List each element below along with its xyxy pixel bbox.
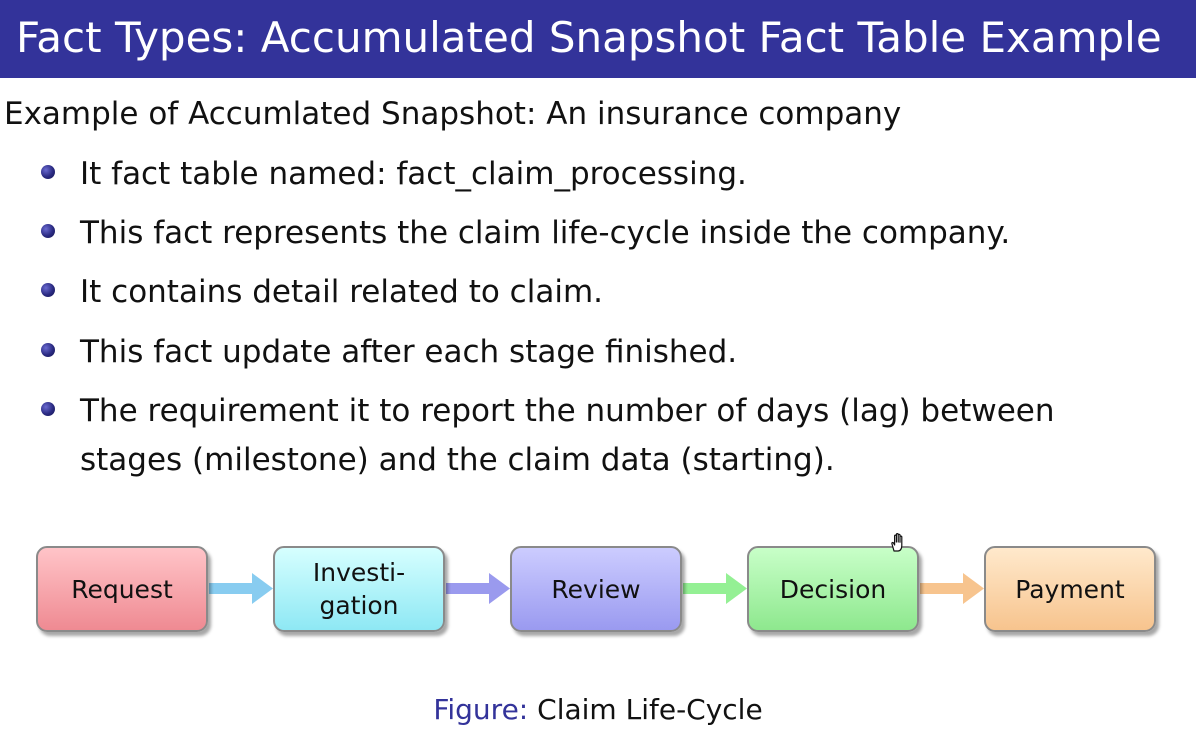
bullet-dot-icon xyxy=(41,165,55,179)
title-bar: Fact Types: Accumulated Snapshot Fact Ta… xyxy=(0,0,1196,78)
bullet-text: It fact table named: fact_claim_processi… xyxy=(80,156,747,192)
arrow-review-to-decision xyxy=(683,573,747,604)
bullet-dot-icon xyxy=(41,343,55,357)
stage-request: Request xyxy=(36,546,208,632)
figure-caption: Figure: Claim Life-Cycle xyxy=(0,690,1196,730)
stage-decision: Decision xyxy=(747,546,919,632)
bullet-item: It fact table named: fact_claim_processi… xyxy=(41,150,747,199)
bullet-item: The requirement it to report the number … xyxy=(41,387,1055,436)
bullet-text: This fact represents the claim life-cycl… xyxy=(80,215,1011,251)
stage-review: Review xyxy=(510,546,682,632)
stage-payment: Payment xyxy=(984,546,1156,632)
intro-text: Example of Accumlated Snapshot: An insur… xyxy=(4,96,902,132)
bullet-item: This fact update after each stage finish… xyxy=(41,328,738,377)
stage-investigation: Investi- gation xyxy=(273,546,445,632)
bullet-text: The requirement it to report the number … xyxy=(80,393,1055,429)
hand-cursor-icon xyxy=(891,533,903,552)
caption-label: Figure: xyxy=(433,693,529,726)
caption-text: Claim Life-Cycle xyxy=(537,693,763,726)
bullet-item-continuation: stages (milestone) and the claim data (s… xyxy=(80,436,835,485)
bullet-text: stages (milestone) and the claim data (s… xyxy=(80,442,835,478)
bullet-item: This fact represents the claim life-cycl… xyxy=(41,209,1011,258)
arrow-investigation-to-review xyxy=(446,573,510,604)
bullet-item: It contains detail related to claim. xyxy=(41,268,604,317)
arrow-request-to-investigation xyxy=(209,573,273,604)
bullet-text: It contains detail related to claim. xyxy=(80,274,604,310)
bullet-text: This fact update after each stage finish… xyxy=(80,334,738,370)
bullet-dot-icon xyxy=(41,224,55,238)
slide-title: Fact Types: Accumulated Snapshot Fact Ta… xyxy=(16,13,1162,62)
bullet-dot-icon xyxy=(41,283,55,297)
bullet-dot-icon xyxy=(41,402,55,416)
arrow-decision-to-payment xyxy=(920,573,984,604)
